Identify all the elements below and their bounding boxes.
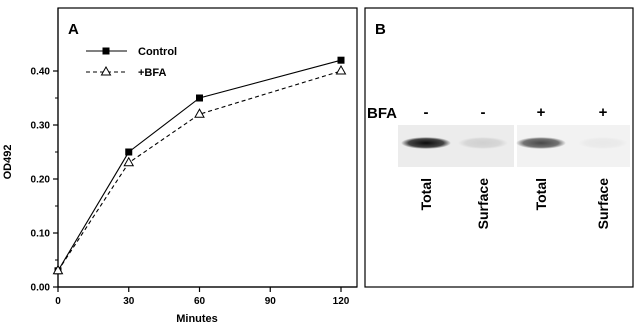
x-ticks: 0 30 60 90 120 [55,287,350,307]
x-tick-label: 0 [55,296,61,307]
treatment-sign: - [481,104,486,121]
panel-b-frame [364,7,634,288]
y-tick-label: 0.10 [31,229,51,240]
blot-band [401,137,451,149]
series-layer [52,56,347,275]
y-tick-label: 0.20 [31,175,51,186]
y-ticks: 0.00 0.10 0.20 0.30 0.40 [31,67,58,294]
control-data-point [125,148,133,156]
series-line-bfa [57,70,342,272]
lane-label: Surface [595,178,611,230]
y-axis-title: OD492 [2,145,14,180]
legend-control-marker [102,47,110,55]
blot-band [458,137,508,149]
treatment-signs: - - + + [424,104,608,121]
bfa-data-point [123,156,135,167]
panel-b-label: B [375,21,386,38]
blot-image [398,125,630,167]
legend: Control +BFA [86,46,177,79]
x-tick-label: 120 [333,296,350,307]
treatment-sign: - [424,104,429,121]
x-tick-label: 30 [123,296,135,307]
x-tick-label: 90 [265,296,277,307]
lane-label: Surface [475,178,491,230]
bfa-row-label: BFA [367,105,397,122]
bfa-data-point [52,264,64,275]
control-data-point [337,56,345,64]
legend-bfa-marker [100,65,112,76]
lane-label: Total [533,178,549,210]
x-axis-title: Minutes [176,313,218,325]
series-line-control [57,59,342,272]
panel-a-label: A [68,21,79,38]
y-tick-label: 0.40 [31,67,51,78]
legend-control-label: Control [138,46,177,58]
lane-label: Total [418,178,434,210]
bfa-data-point [194,108,205,118]
treatment-sign: + [537,104,546,121]
bfa-data-point [335,64,347,75]
blot-band [516,137,566,149]
blot-band [578,137,628,149]
y-tick-label: 0.00 [31,283,51,294]
lane-labels: Total Surface Total Surface [418,178,611,230]
legend-bfa-label: +BFA [138,67,166,79]
treatment-sign: + [599,104,608,121]
control-data-point [196,94,203,102]
x-tick-label: 60 [194,296,206,307]
y-tick-label: 0.30 [31,121,51,132]
bands [401,137,628,149]
